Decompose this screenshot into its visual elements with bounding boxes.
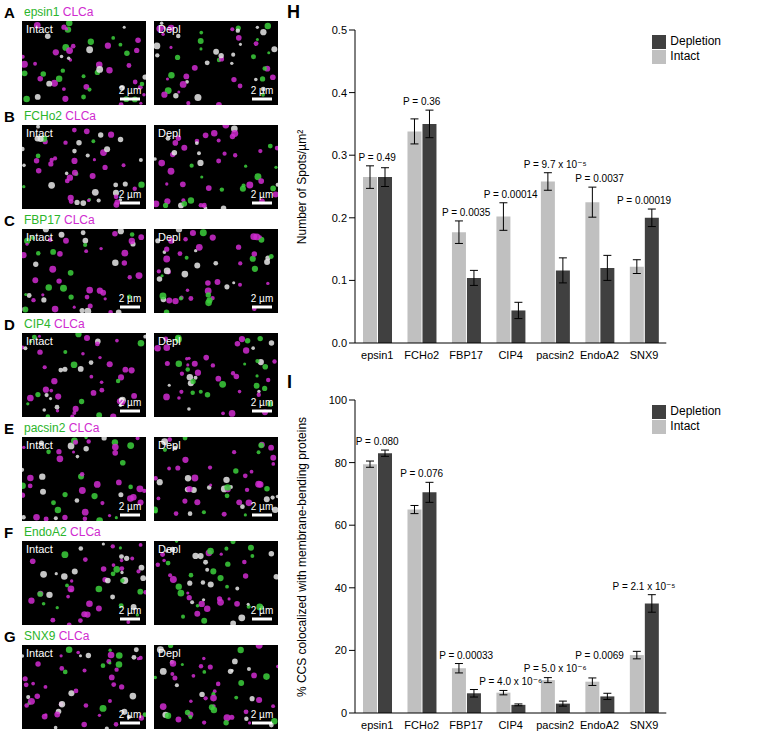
svg-text:Intact: Intact (26, 23, 53, 35)
svg-text:P = 0.00019: P = 0.00019 (617, 195, 671, 206)
svg-text:2 µm: 2 µm (251, 501, 273, 512)
html-text:epsin1 CLCa: epsin1 CLCa (24, 5, 94, 19)
svg-text:2 µm: 2 µm (119, 605, 141, 616)
svg-text:Intact: Intact (26, 439, 53, 451)
svg-text:Intact: Intact (26, 231, 53, 243)
svg-text:Depl: Depl (158, 647, 181, 659)
svg-text:Intact: Intact (26, 647, 53, 659)
svg-text:SNX9: SNX9 (630, 719, 659, 731)
html-text:B: B (4, 108, 15, 125)
svg-text:P = 0.00014: P = 0.00014 (484, 189, 538, 200)
svg-text:2 µm: 2 µm (119, 397, 141, 408)
svg-text:EndoA2: EndoA2 (580, 349, 619, 361)
html-text:% CCS colocalized with membran: % CCS colocalized with membrane-bending … (294, 416, 308, 697)
svg-text:0.2: 0.2 (332, 212, 347, 224)
svg-text:P = 0.49: P = 0.49 (359, 152, 397, 163)
html-text:Depletion: Depletion (670, 34, 721, 48)
svg-text:0.5: 0.5 (332, 24, 347, 36)
svg-text:P = 0.080: P = 0.080 (356, 436, 399, 447)
svg-text:0: 0 (341, 707, 347, 719)
html-text:SNX9 CLCa: SNX9 CLCa (24, 629, 90, 643)
svg-text:CIP4: CIP4 (498, 719, 522, 731)
html-text:Number of Spots/µm²: Number of Spots/µm² (294, 129, 308, 244)
svg-text:40: 40 (335, 582, 347, 594)
html-text:F: F (4, 524, 14, 541)
svg-text:Depl: Depl (158, 543, 181, 555)
svg-text:80: 80 (335, 457, 347, 469)
svg-text:CIP4: CIP4 (498, 349, 522, 361)
svg-text:P = 2.1 x 10⁻⁵: P = 2.1 x 10⁻⁵ (613, 581, 676, 592)
svg-text:Intact: Intact (26, 543, 53, 555)
svg-text:epsin1: epsin1 (361, 719, 393, 731)
html-text:pacsin2 CLCa: pacsin2 CLCa (24, 421, 100, 435)
svg-text:P = 0.0035: P = 0.0035 (442, 207, 491, 218)
svg-text:Depl: Depl (158, 335, 181, 347)
html-text:H: H (287, 2, 300, 22)
svg-text:P = 0.36: P = 0.36 (403, 96, 441, 107)
svg-text:20: 20 (335, 644, 347, 656)
html-text:Intact: Intact (670, 48, 700, 63)
svg-text:0.1: 0.1 (332, 274, 347, 286)
html-text:C: C (4, 212, 15, 229)
svg-text:Depl: Depl (158, 127, 181, 139)
html-text:Intact: Intact (670, 418, 700, 433)
svg-text:P = 0.0069: P = 0.0069 (575, 650, 624, 661)
svg-text:2 µm: 2 µm (119, 85, 141, 96)
svg-text:Depl: Depl (158, 439, 181, 451)
svg-text:Depl: Depl (158, 23, 181, 35)
svg-text:FBP17: FBP17 (449, 349, 483, 361)
html-text:A: A (4, 4, 15, 21)
svg-text:2 µm: 2 µm (119, 501, 141, 512)
svg-text:FBP17: FBP17 (449, 719, 483, 731)
svg-text:P = 5.0 x 10⁻⁶: P = 5.0 x 10⁻⁶ (524, 663, 587, 674)
html-text:Depletion: Depletion (670, 404, 721, 418)
svg-text:2 µm: 2 µm (251, 293, 273, 304)
svg-text:FCHo2: FCHo2 (404, 719, 439, 731)
svg-text:P = 0.0037: P = 0.0037 (575, 173, 624, 184)
svg-text:SNX9: SNX9 (630, 349, 659, 361)
svg-text:P = 0.076: P = 0.076 (400, 468, 443, 479)
html-text:FCHo2 CLCa: FCHo2 CLCa (24, 109, 96, 123)
svg-text:2 µm: 2 µm (251, 85, 273, 96)
svg-text:EndoA2: EndoA2 (580, 719, 619, 731)
svg-text:2 µm: 2 µm (251, 189, 273, 200)
svg-text:2 µm: 2 µm (119, 189, 141, 200)
svg-text:FCHo2: FCHo2 (404, 349, 439, 361)
html-text:E: E (4, 420, 14, 437)
html-text:G: G (4, 628, 16, 645)
html-text:I: I (287, 372, 292, 392)
svg-text:0.0: 0.0 (332, 337, 347, 349)
svg-text:2 µm: 2 µm (119, 709, 141, 720)
svg-text:P = 0.00033: P = 0.00033 (439, 650, 493, 661)
svg-text:2 µm: 2 µm (251, 709, 273, 720)
svg-text:Intact: Intact (26, 127, 53, 139)
svg-text:2 µm: 2 µm (251, 397, 273, 408)
svg-text:epsin1: epsin1 (361, 349, 393, 361)
svg-text:60: 60 (335, 519, 347, 531)
svg-text:2 µm: 2 µm (119, 293, 141, 304)
html-text:CIP4 CLCa: CIP4 CLCa (24, 317, 85, 331)
svg-text:pacsin2: pacsin2 (536, 349, 574, 361)
svg-text:100: 100 (329, 394, 347, 406)
svg-text:0.3: 0.3 (332, 149, 347, 161)
svg-text:P = 4.0 x 10⁻⁶: P = 4.0 x 10⁻⁶ (479, 676, 542, 687)
svg-text:Depl: Depl (158, 231, 181, 243)
svg-text:Intact: Intact (26, 335, 53, 347)
html-text:FBP17 CLCa: FBP17 CLCa (24, 213, 95, 227)
html-text:EndoA2 CLCa: EndoA2 CLCa (24, 525, 101, 539)
svg-text:P = 9.7 x 10⁻⁵: P = 9.7 x 10⁻⁵ (524, 159, 587, 170)
svg-text:pacsin2: pacsin2 (536, 719, 574, 731)
svg-text:0.4: 0.4 (332, 87, 347, 99)
svg-text:2 µm: 2 µm (251, 605, 273, 616)
html-text:D: D (4, 316, 15, 333)
